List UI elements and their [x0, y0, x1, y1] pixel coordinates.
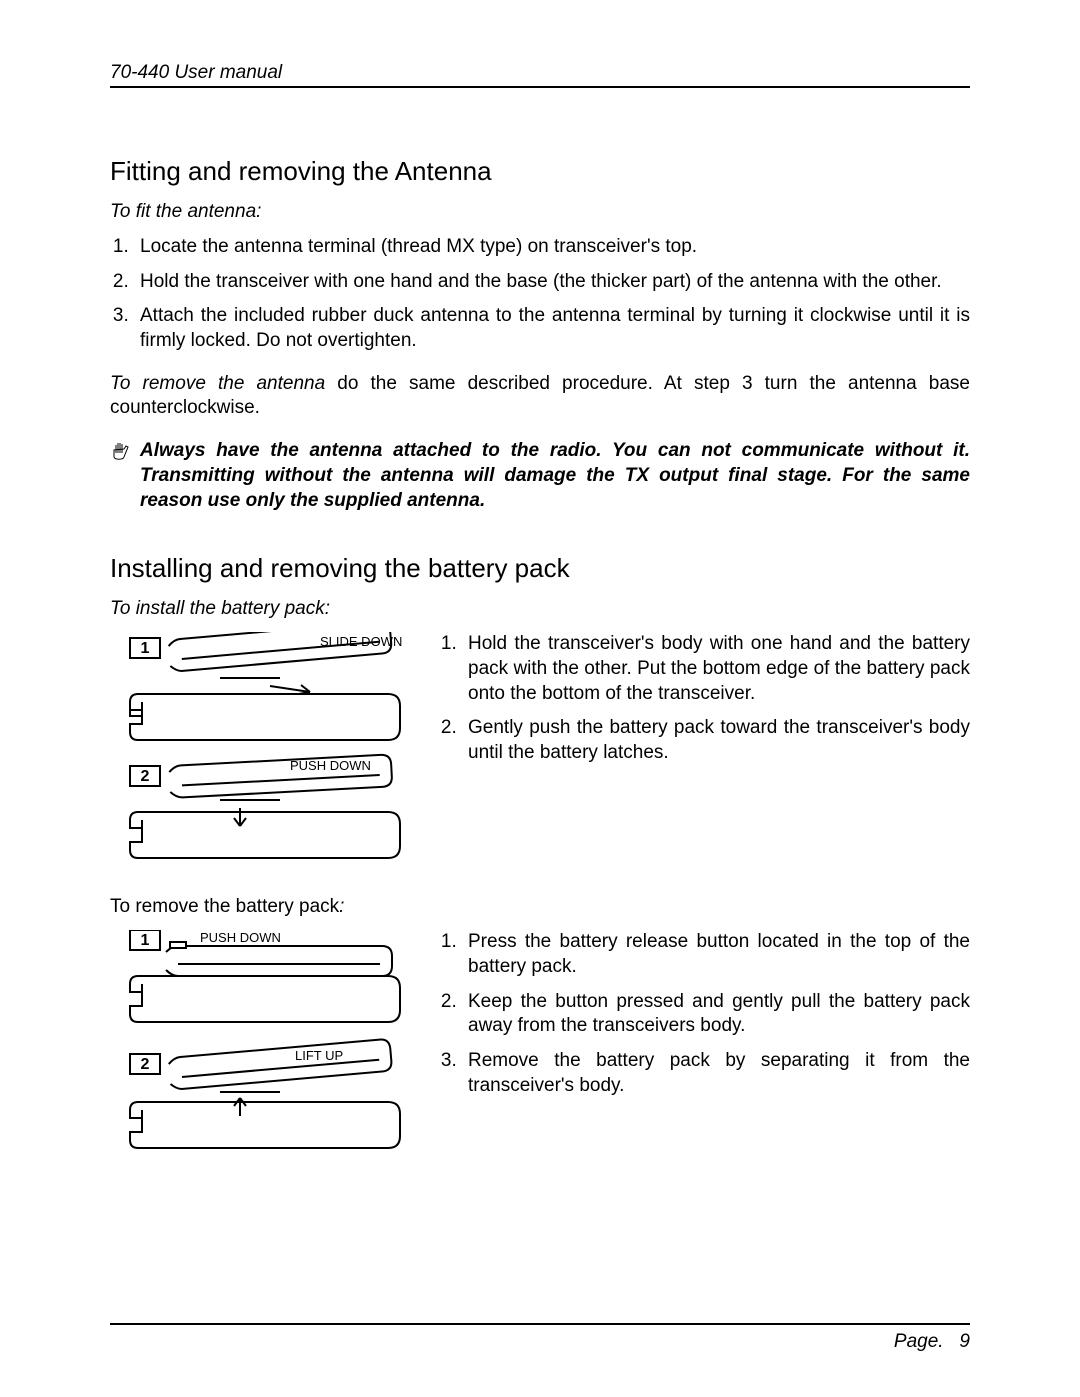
antenna-remove-para: To remove the antenna do the same descri…: [110, 372, 970, 421]
battery-remove-steps: Press the battery release button located…: [438, 930, 970, 1098]
battery-remove-colon: :: [339, 896, 344, 917]
battery-remove-step: Keep the button pressed and gently pull …: [462, 990, 970, 1039]
page: 70-440 User manual Fitting and removing …: [0, 0, 1080, 1397]
antenna-step: Hold the transceiver with one hand and t…: [134, 270, 970, 295]
section-battery-title: Installing and removing the battery pack: [110, 553, 970, 584]
antenna-fit-steps: Locate the antenna terminal (thread MX t…: [110, 235, 970, 354]
figure-label: LIFT UP: [295, 1048, 343, 1063]
header-title: 70-440 User manual: [110, 62, 282, 83]
header-rule: 70-440 User manual: [110, 62, 970, 88]
antenna-remove-lead: To remove the antenna: [110, 373, 325, 394]
figure-step-number: 2: [141, 768, 150, 785]
battery-remove-step: Remove the battery pack by separating it…: [462, 1049, 970, 1098]
battery-remove-figure: 1 PUSH DOWN: [110, 930, 410, 1170]
footer-text: Page. 9: [110, 1331, 970, 1353]
footer: Page. 9: [110, 1323, 970, 1353]
battery-install-step: Gently push the battery pack toward the …: [462, 716, 970, 765]
battery-remove-subhead: To remove the battery pack:: [110, 896, 970, 918]
battery-remove-lead: To remove the battery pack: [110, 896, 339, 917]
figure-label: SLIDE DOWN: [320, 634, 402, 649]
section-antenna-title: Fitting and removing the Antenna: [110, 156, 970, 187]
footer-page-number: 9: [959, 1331, 970, 1352]
antenna-step: Attach the included rubber duck antenna …: [134, 304, 970, 353]
footer-label: Page.: [894, 1331, 944, 1352]
figure-label: PUSH DOWN: [200, 930, 281, 945]
battery-install-step: Hold the transceiver's body with one han…: [462, 632, 970, 706]
warning-text: Always have the antenna attached to the …: [140, 439, 970, 513]
figure-step-number: 1: [141, 640, 150, 657]
figure-step-number: 2: [141, 1056, 150, 1073]
battery-install-figure: 1 SLIDE DOWN: [110, 632, 410, 872]
footer-rule: [110, 1323, 970, 1325]
battery-install-steps: Hold the transceiver's body with one han…: [438, 632, 970, 765]
antenna-step: Locate the antenna terminal (thread MX t…: [134, 235, 970, 260]
battery-install-subhead: To install the battery pack:: [110, 598, 970, 620]
battery-remove-step: Press the battery release button located…: [462, 930, 970, 979]
figure-label: PUSH DOWN: [290, 758, 371, 773]
hand-stop-icon: [110, 441, 130, 463]
battery-remove-block: 1 PUSH DOWN: [110, 930, 970, 1170]
antenna-fit-subhead: To fit the antenna:: [110, 201, 970, 223]
warning-row: Always have the antenna attached to the …: [110, 439, 970, 513]
figure-step-number: 1: [141, 932, 150, 949]
battery-install-block: 1 SLIDE DOWN: [110, 632, 970, 872]
